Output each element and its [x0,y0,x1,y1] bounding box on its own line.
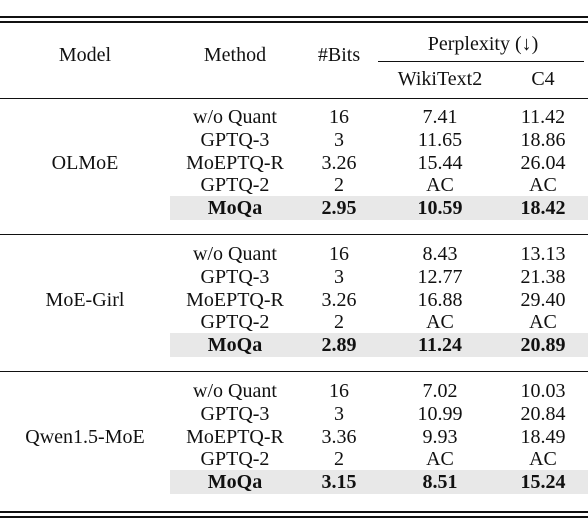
cell-wiki: 16.88 [417,288,463,311]
cell-c4: AC [529,311,557,334]
cell-wiki: 11.65 [417,128,463,151]
cell-wiki: 8.51 [422,471,458,494]
cell-wiki: AC [426,448,454,471]
cell-wiki: 15.44 [417,151,463,174]
cell-wiki: 7.41 [422,106,458,128]
cell-method: MoQa [207,334,263,357]
top-rule [0,16,588,18]
cell-c4: 29.40 [520,288,566,311]
cell-bits: 3.15 [321,471,357,494]
cell-c4: AC [529,448,557,471]
header-wikitext2: WikiText2 [397,68,483,90]
cell-c4: 21.38 [520,265,566,288]
cell-c4: 26.04 [520,151,566,174]
cell-bits: 3.26 [321,151,357,174]
bottom-rule-2 [0,516,588,518]
header-rule [0,98,588,99]
cell-c4: 20.89 [520,334,566,357]
cell-wiki: AC [426,311,454,334]
cell-method: GPTQ-2 [200,174,270,197]
highlight-row-bg [170,333,588,358]
model-name: MoE-Girl [45,289,125,311]
header-perplexity: Perplexity (↓) [427,33,539,55]
cell-method: MoEPTQ-R [186,425,284,448]
cell-bits: 3.36 [321,425,357,448]
cell-wiki: 11.24 [418,334,462,357]
cell-method: GPTQ-3 [200,128,270,151]
cell-c4: AC [529,174,557,197]
cell-wiki: 9.93 [422,425,458,448]
perplexity-underline [378,61,584,62]
group-rule [0,234,588,235]
cell-c4: 11.42 [520,106,566,128]
cell-bits: 2.95 [321,197,357,220]
highlight-row-bg [170,196,588,221]
cell-bits: 16 [329,380,349,402]
cell-method: GPTQ-2 [200,448,270,471]
cell-wiki: 8.43 [422,243,458,265]
cell-bits: 3 [334,128,344,151]
cell-method: GPTQ-3 [200,402,270,425]
cell-method: w/o Quant [193,106,277,128]
header-bits: #Bits [317,44,361,66]
model-name: Qwen1.5-MoE [25,426,145,448]
cell-bits: 3 [334,265,344,288]
cell-method: MoEPTQ-R [186,151,284,174]
cell-wiki: 7.02 [422,380,458,402]
cell-wiki: AC [426,174,454,197]
cell-c4: 18.86 [520,128,566,151]
cell-method: w/o Quant [193,243,277,265]
cell-bits: 2.89 [321,334,357,357]
header-method: Method [203,44,267,66]
cell-method: w/o Quant [193,380,277,402]
cell-bits: 2 [334,174,344,197]
cell-method: GPTQ-2 [200,311,270,334]
cell-bits: 2 [334,448,344,471]
cell-bits: 2 [334,311,344,334]
cell-bits: 16 [329,243,349,265]
cell-method: GPTQ-3 [200,265,270,288]
cell-method: MoEPTQ-R [186,288,284,311]
caption-fragment: … [0,0,588,4]
group-rule [0,371,588,372]
cell-c4: 15.24 [520,471,566,494]
cell-bits: 16 [329,106,349,128]
cell-c4: 18.49 [520,425,566,448]
cell-wiki: 10.59 [417,197,463,220]
header-model: Model [58,44,112,66]
cell-bits: 3.26 [321,288,357,311]
cell-c4: 10.03 [520,380,566,402]
header-c4: C4 [531,68,555,90]
cell-method: MoQa [207,197,263,220]
cell-wiki: 12.77 [417,265,463,288]
cell-method: MoQa [207,471,263,494]
cell-c4: 18.42 [520,197,566,220]
bottom-rule [0,511,588,513]
highlight-row-bg [170,470,588,495]
cell-bits: 3 [334,402,344,425]
model-name: OLMoE [51,152,119,174]
cell-c4: 13.13 [520,243,566,265]
cell-wiki: 10.99 [417,402,463,425]
top-rule-2 [0,21,588,23]
cell-c4: 20.84 [520,402,566,425]
